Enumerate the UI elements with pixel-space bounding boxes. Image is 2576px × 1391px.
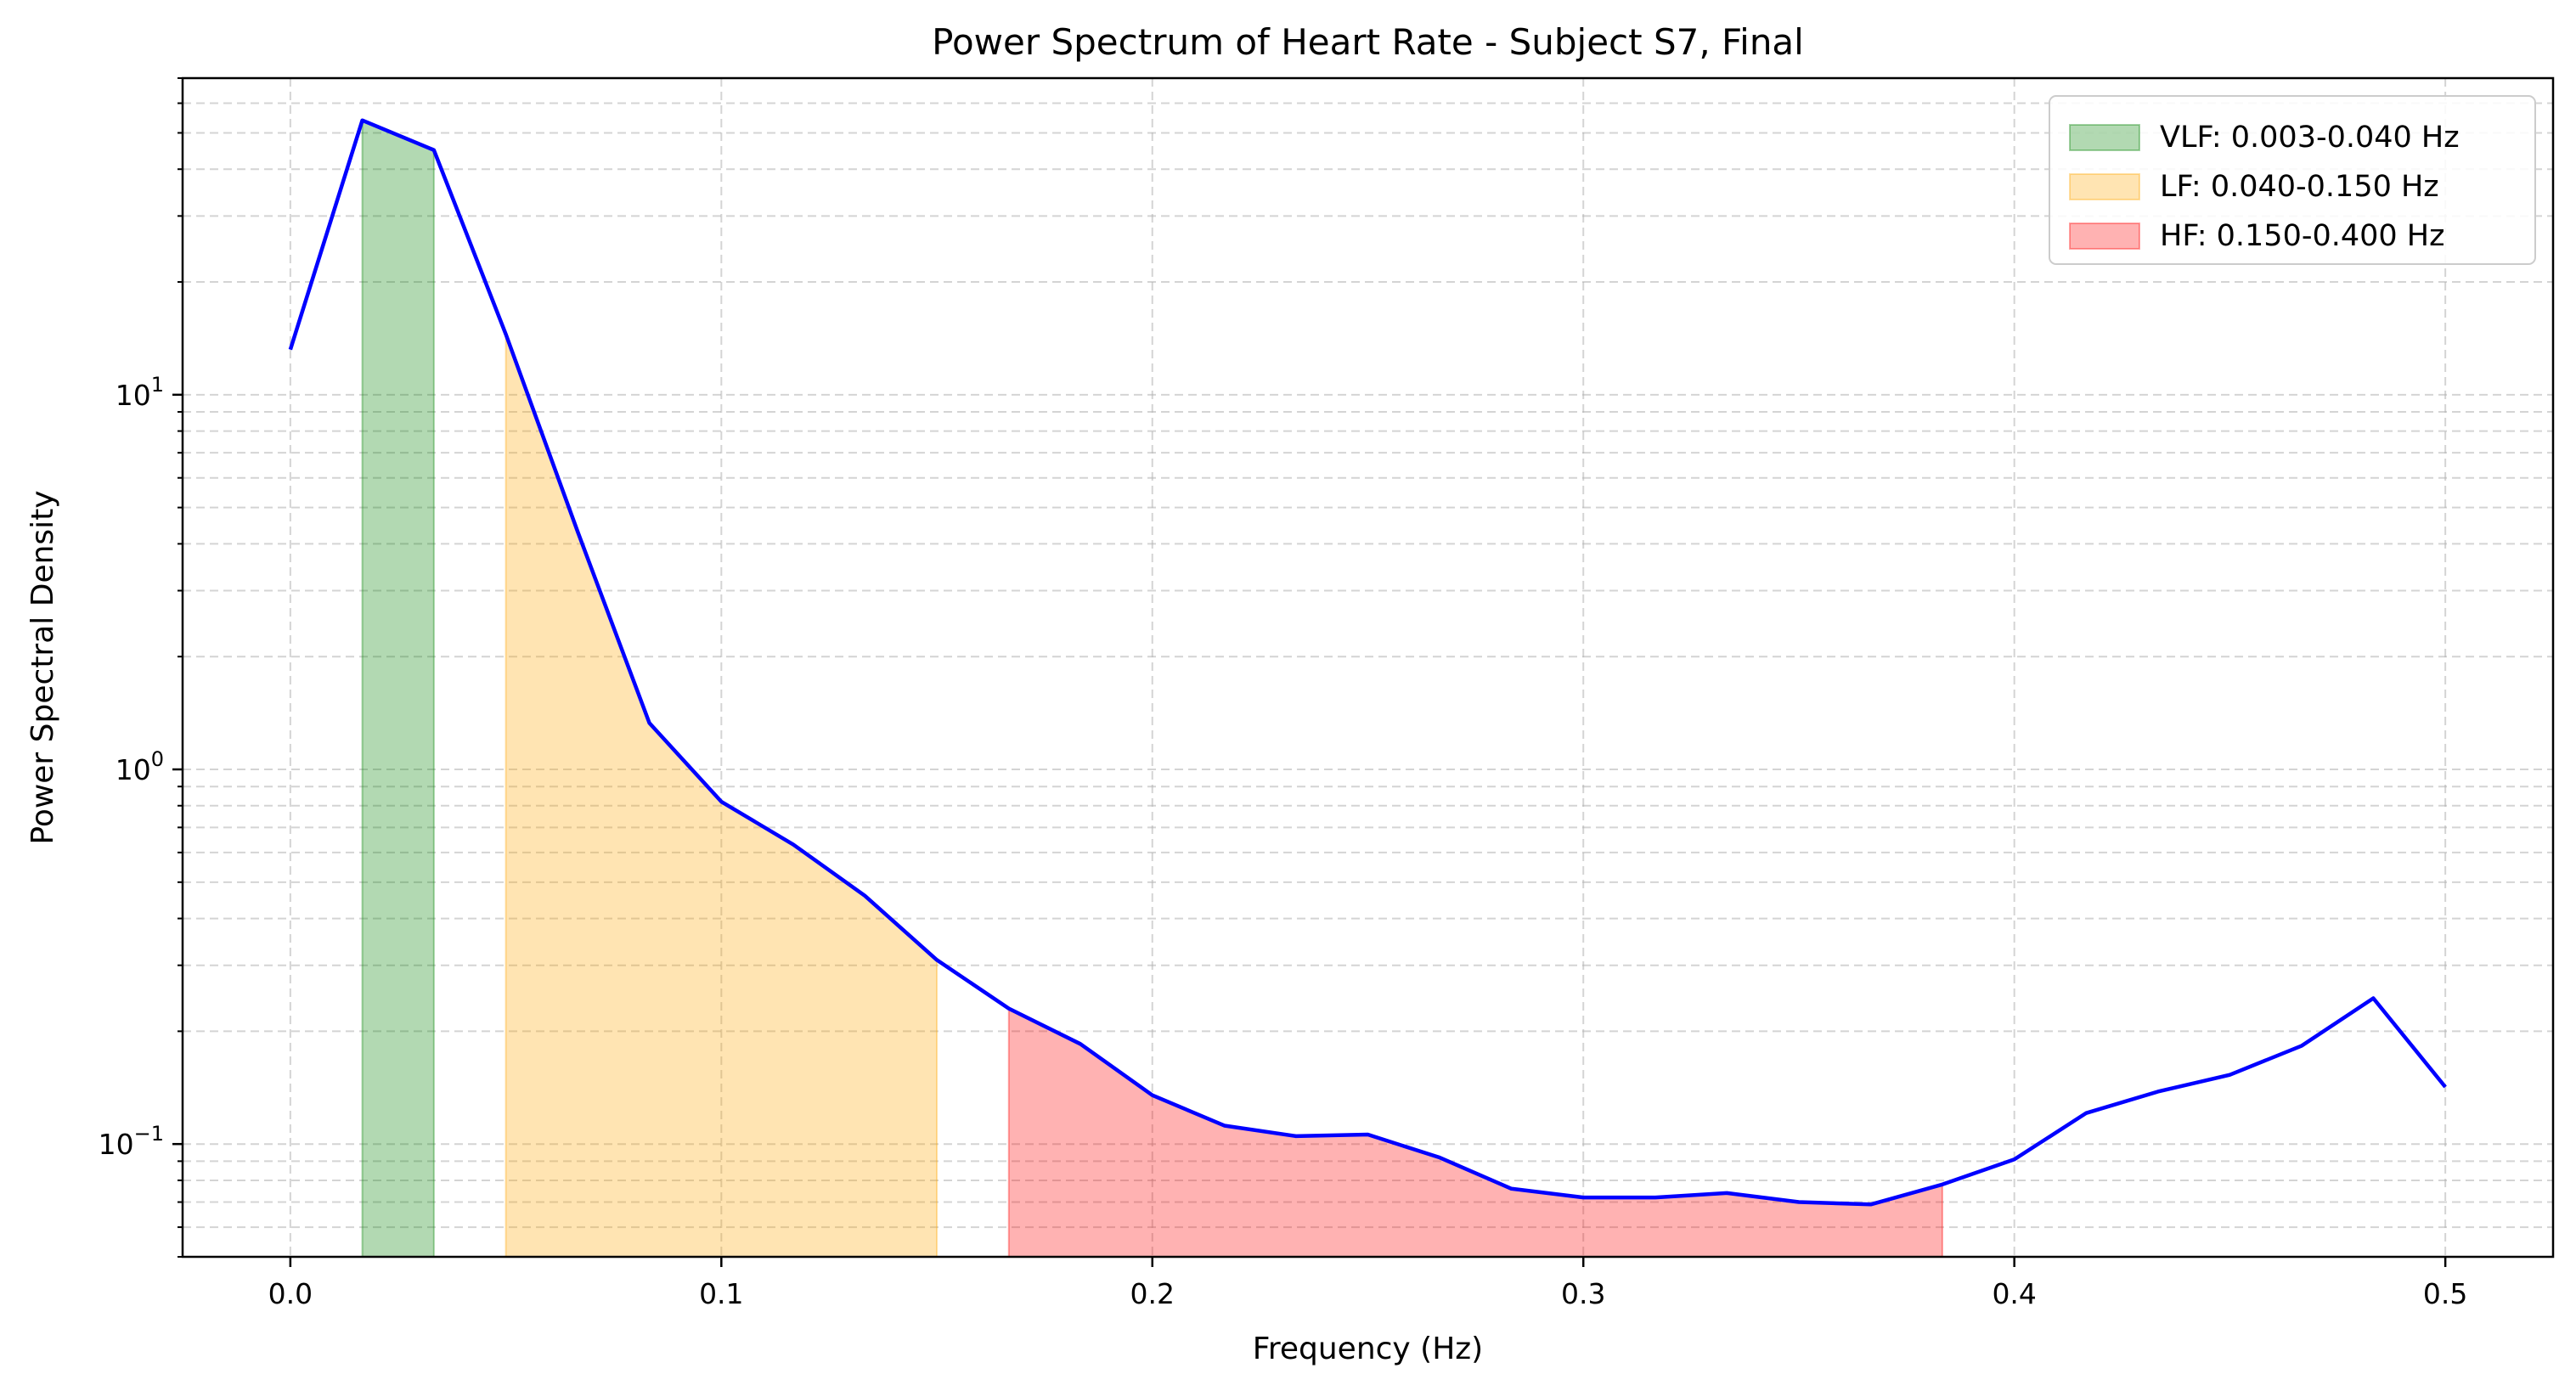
plot-frame [181, 76, 2555, 1259]
legend-swatch-1 [2069, 173, 2140, 200]
legend-label-1: LF: 0.040-0.150 Hz [2160, 170, 2439, 204]
band-area-0 [361, 119, 435, 1258]
legend-swatch-2 [2069, 222, 2140, 250]
series-lines [288, 118, 2447, 1207]
axis-ticks: 0.0 0.1 0.2 0.3 0.4 0.5 10−1 100 101 [99, 77, 2467, 1310]
chart-title: Power Spectrum of Heart Rate - Subject S… [932, 21, 1804, 63]
legend-box [2049, 95, 2536, 265]
psd-line [288, 118, 2447, 1207]
legend-swatch-0 [2069, 124, 2140, 151]
y-tick-label: 101 [116, 373, 164, 412]
x-tick-label: 0.2 [1130, 1277, 1175, 1310]
x-axis-label: Frequency (Hz) [1253, 1332, 1483, 1366]
y-tick-label: 10−1 [99, 1122, 164, 1161]
x-tick-label: 0.5 [2423, 1277, 2467, 1310]
x-tick-label: 0.3 [1561, 1277, 1605, 1310]
y-axis-label: Power Spectral Density [25, 490, 60, 844]
y-tick-label: 100 [116, 747, 164, 786]
legend-label-0: VLF: 0.003-0.040 Hz [2160, 121, 2460, 155]
x-tick-label: 0.0 [268, 1277, 313, 1310]
x-tick-label: 0.4 [1992, 1277, 2036, 1310]
legend-label-2: HF: 0.150-0.400 Hz [2160, 219, 2445, 253]
legend: VLF: 0.003-0.040 Hz LF: 0.040-0.150 Hz HF:… [2049, 95, 2536, 265]
x-tick-label: 0.1 [699, 1277, 743, 1310]
